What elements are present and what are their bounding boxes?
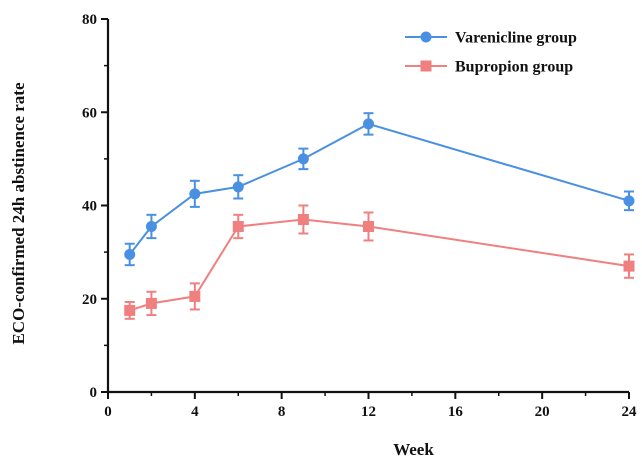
- y-tick-label: 20: [82, 292, 97, 308]
- legend-marker: [420, 31, 432, 43]
- series-1: [124, 112, 635, 267]
- x-tick-label: 20: [535, 404, 550, 420]
- data-point: [232, 220, 244, 232]
- y-tick-label: 60: [82, 105, 97, 121]
- x-tick-label: 4: [191, 404, 199, 420]
- legend-label: Bupropion group: [455, 59, 573, 76]
- data-point: [124, 248, 136, 260]
- y-tick-label: 80: [82, 12, 97, 28]
- series-line: [128, 122, 630, 256]
- data-point: [297, 153, 309, 165]
- series-line: [129, 218, 630, 312]
- data-point: [232, 181, 244, 193]
- y-axis-title: ECO-confirmed 24h abstinence rate: [9, 82, 28, 345]
- data-point: [145, 220, 157, 232]
- x-tick-label: 24: [622, 404, 638, 420]
- x-tick-label: 8: [278, 404, 286, 420]
- x-tick-label: 12: [361, 404, 376, 420]
- data-point: [189, 188, 201, 200]
- data-point: [124, 304, 136, 316]
- x-tick-label: 16: [448, 404, 464, 420]
- y-tick-label: 40: [82, 199, 97, 215]
- data-point: [297, 213, 309, 225]
- legend-marker: [420, 60, 432, 72]
- data-point: [623, 195, 635, 207]
- data-point: [145, 297, 157, 309]
- legend: Varenicline group Bupropion group: [405, 30, 577, 76]
- data-point: [189, 290, 201, 302]
- x-tick-label: 0: [104, 404, 112, 420]
- series-layer: [124, 112, 635, 320]
- series-2: [124, 204, 635, 320]
- data-point: [623, 260, 635, 272]
- axes: 0 4 8 12 16 20 24 0 20 40 60 80: [82, 12, 637, 420]
- data-point: [363, 118, 374, 130]
- y-tick-label: 0: [90, 385, 98, 401]
- legend-item-2: Bupropion group: [405, 59, 573, 76]
- legend-item-1: Varenicline group: [405, 30, 577, 47]
- legend-label: Varenicline group: [455, 30, 577, 47]
- x-axis-title: Week: [393, 440, 434, 459]
- data-point: [363, 220, 374, 232]
